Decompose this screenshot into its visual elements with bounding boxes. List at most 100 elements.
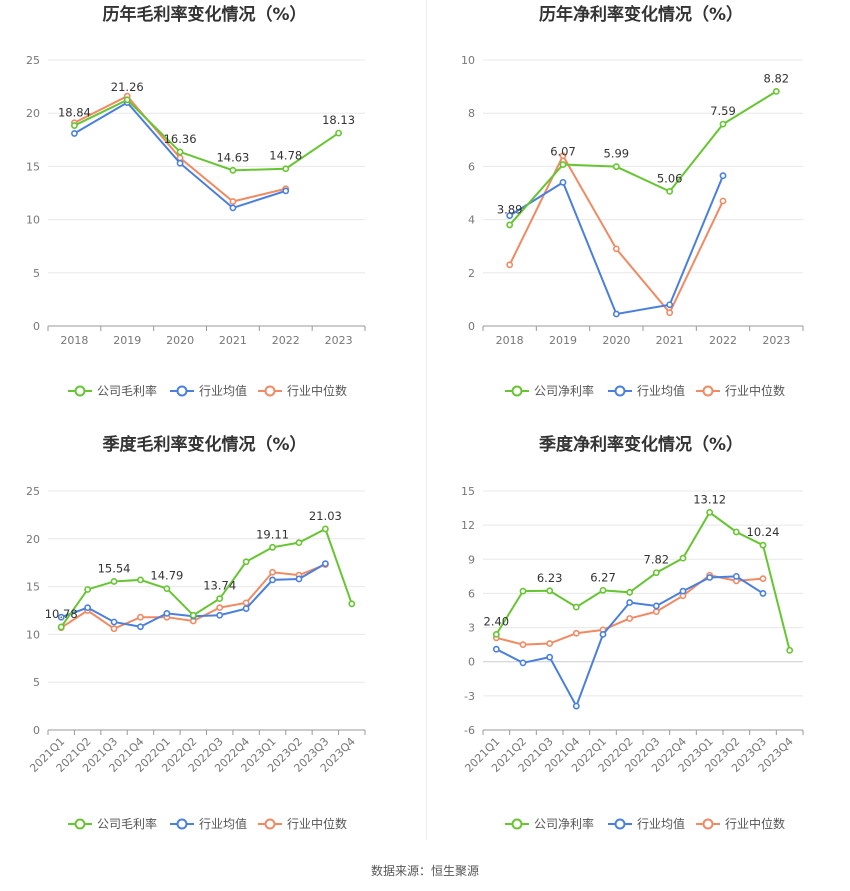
legend-marker-avg — [176, 385, 188, 397]
data-label: 21.26 — [111, 80, 144, 94]
chart-title: 季度毛利率变化情况（%） — [102, 434, 306, 455]
data-label: 6.07 — [550, 145, 576, 159]
data-label: 14.79 — [150, 569, 183, 583]
legend-label-avg: 行业均值 — [637, 816, 685, 831]
data-point-avg — [492, 645, 500, 653]
y-tick-label: 8 — [468, 107, 475, 120]
data-label: 16.36 — [164, 132, 197, 146]
data-point-avg — [176, 159, 184, 167]
data-label: 5.99 — [604, 147, 630, 161]
data-point-company — [652, 569, 660, 577]
data-point-company — [732, 528, 740, 536]
data-point-company — [348, 600, 356, 608]
data-label: 6.27 — [590, 570, 616, 584]
x-tick-label: 2023 — [762, 334, 790, 347]
x-tick-label: 2022 — [272, 334, 300, 347]
y-tick-label: 9 — [468, 553, 475, 566]
data-point-median — [546, 640, 554, 647]
legend-label-avg: 行业均值 — [199, 383, 247, 398]
y-tick-label: 12 — [461, 519, 475, 532]
series-line-median — [496, 574, 764, 646]
legend-marker-median — [702, 385, 714, 397]
legend-label-avg: 行业均值 — [199, 816, 247, 831]
data-label: 15.54 — [98, 561, 131, 575]
legend-marker-avg — [614, 818, 626, 830]
data-point-company — [559, 161, 567, 168]
data-label: 18.13 — [322, 113, 355, 127]
data-point-company — [335, 129, 342, 137]
data-point-median — [759, 575, 767, 583]
data-point-avg — [559, 178, 567, 186]
x-tick-label: 2019 — [549, 334, 577, 347]
y-tick-label: 10 — [461, 54, 475, 67]
data-point-company — [599, 586, 607, 594]
data-label: 7.59 — [710, 104, 736, 118]
data-point-avg — [626, 599, 634, 606]
data-point-avg — [599, 630, 607, 638]
chart-annual-net-margin: 历年净利率变化情况（%） 0 2 4 6 8 10 2018 2019 2020 2021 2022 2… — [425, 0, 850, 430]
series-line-company — [60, 527, 353, 628]
data-point-company — [626, 588, 634, 596]
y-tick-label: 25 — [26, 54, 40, 67]
y-tick-label: -3 — [464, 690, 475, 703]
x-tick-label: 2018 — [496, 334, 524, 347]
data-point-company — [189, 611, 197, 619]
x-tick-label: 2022 — [709, 334, 737, 347]
data-point-avg — [282, 187, 290, 195]
data-point-avg — [295, 575, 303, 583]
data-point-avg — [269, 576, 276, 584]
data-point-company — [295, 539, 303, 547]
y-tick-label: 5 — [33, 676, 40, 689]
data-point-avg — [706, 574, 714, 581]
legend-marker-median — [264, 385, 276, 397]
data-point-company — [492, 630, 500, 638]
data-point-company — [216, 595, 224, 603]
y-tick-label: 15 — [26, 160, 40, 173]
data-label: 19.11 — [256, 527, 289, 541]
data-point-company — [706, 508, 714, 516]
x-tick-label: 2019 — [113, 334, 141, 347]
data-point-median — [572, 629, 580, 637]
data-point-median — [626, 615, 634, 622]
data-label: 3.89 — [497, 203, 523, 217]
legend-label-median: 行业中位数 — [725, 816, 785, 831]
y-tick-label: 20 — [26, 533, 40, 546]
legend-marker-company — [74, 818, 86, 830]
data-point-avg — [719, 172, 727, 180]
data-point-avg — [163, 609, 171, 617]
data-label: 13.74 — [203, 579, 236, 593]
data-point-company — [519, 587, 527, 595]
data-point-company — [269, 543, 276, 551]
series-line-company — [508, 90, 777, 226]
chart-quarterly-net-margin: 季度净利率变化情况（%） -6 -3 0 3 6 9 12 15 2021Q1 2021Q2 2021… — [425, 430, 850, 860]
data-point-median — [666, 309, 674, 317]
legend-label-company: 公司净利率 — [534, 816, 594, 831]
data-label: 5.06 — [657, 171, 683, 185]
data-label: 10.24 — [747, 525, 780, 539]
data-point-company — [242, 558, 250, 566]
data-point-company — [123, 96, 131, 104]
y-tick-label: 0 — [33, 724, 40, 737]
y-tick-label: 15 — [461, 485, 475, 498]
data-label: 6.23 — [537, 571, 563, 585]
data-label: 7.82 — [644, 553, 670, 567]
data-point-median — [216, 604, 224, 612]
series-line-company — [73, 98, 340, 172]
y-tick-label: -6 — [464, 724, 475, 737]
data-point-company — [321, 525, 329, 533]
legend-marker-company — [74, 385, 86, 397]
data-point-avg — [321, 560, 329, 568]
data-label: 8.82 — [764, 71, 790, 85]
series-line-avg — [495, 575, 764, 709]
data-point-company — [679, 554, 687, 562]
data-point-median — [110, 625, 118, 633]
series-line-company — [495, 510, 791, 651]
data-point-avg — [71, 130, 78, 137]
data-label: 2.40 — [484, 614, 510, 628]
legend-marker-avg — [176, 818, 188, 830]
y-tick-label: 3 — [468, 622, 475, 635]
panel-divider — [426, 0, 427, 840]
x-tick-label: 2021 — [656, 334, 684, 347]
x-tick-label: 2020 — [602, 334, 630, 347]
legend-marker-company — [511, 385, 523, 397]
